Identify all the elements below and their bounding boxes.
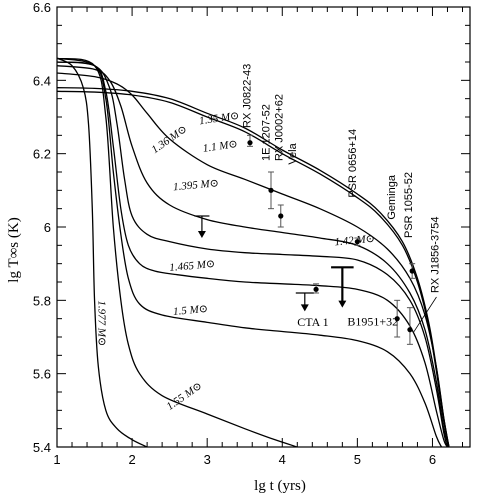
curve-1-395-m — [57, 65, 450, 447]
x-tick-label: 2 — [128, 452, 135, 467]
point-psr-1055-52 — [409, 268, 415, 274]
curve-label-1-465-m: 1.465 M⊙ — [169, 258, 216, 274]
point-geminga — [394, 316, 400, 322]
point-rx-j1856-3754 — [407, 327, 413, 333]
point-rx-j0002-62 — [278, 213, 284, 219]
x-tick-label: 4 — [279, 452, 286, 467]
upper-limits: B1951+32 — [194, 215, 398, 329]
point-rx-j0822-43 — [247, 140, 253, 146]
x-axis-label: lg t (yrs) — [254, 478, 306, 494]
curve-label-1-35-m: 1.35 M⊙ — [198, 110, 240, 128]
x-tick-label: 3 — [204, 452, 211, 467]
label-geminga: Geminga — [386, 174, 398, 220]
y-tick-label: 5.8 — [33, 293, 51, 308]
curve-1-55-m — [57, 57, 298, 447]
curve-1-36-m — [57, 72, 450, 447]
curve-1-42-m — [57, 61, 449, 447]
label-b1951-32: B1951+32 — [347, 315, 398, 329]
curve-1-465-m — [57, 61, 449, 447]
upper-limit-arrow-limit-2 — [300, 304, 309, 312]
y-tick-label: 6 — [44, 220, 51, 235]
curve-1-977-m — [57, 57, 148, 447]
y-tick-label: 6.4 — [33, 73, 51, 88]
y-tick-label: 6.6 — [33, 0, 51, 15]
leader-line-rx-j1856 — [413, 296, 437, 332]
curve-label-1-395-m: 1.395 M⊙ — [173, 177, 220, 193]
label-psr-1055-52: PSR 1055-52 — [403, 172, 415, 238]
axis-ticks: 1 2 3 4 5 6 5.4 5.6 5.8 6 6.2 6.4 6.6 — [33, 0, 470, 467]
curve-label-1-1-m: 1.1 M⊙ — [202, 138, 238, 155]
y-tick-label: 5.4 — [33, 440, 51, 455]
point-cta-1 — [313, 286, 319, 292]
curve-label-1-5-m: 1.5 M⊙ — [173, 303, 209, 318]
curve-label-1-42-m: 1.42 M⊙ — [334, 233, 375, 248]
curve-1-35-m — [57, 87, 450, 447]
curve-1-5-m — [57, 57, 443, 447]
x-tick-label: 1 — [53, 452, 60, 467]
y-axis-label: lg T∞s (K) — [6, 217, 22, 282]
curve-label-1-36-m: 1.36 M⊙ — [149, 123, 189, 156]
observations: RX J0822-43 1E 1207-52 RX J0002+62 Vela PSR … — [242, 64, 441, 345]
cooling-curves — [57, 57, 450, 447]
label-rx-j1856-3754: RX J1856-3754 — [429, 217, 441, 293]
upper-limit-arrow-b1951-32 — [338, 300, 347, 308]
label-1e-1207-52: 1E 1207-52 — [261, 104, 273, 161]
point-1e-1207-52 — [268, 187, 274, 193]
curve-label-1-977-m: 1.977 M⊙ — [95, 300, 107, 346]
label-rx-j0822-43: RX J0822-43 — [242, 64, 254, 128]
curve-1-1-m — [57, 90, 450, 447]
y-tick-label: 5.6 — [33, 367, 51, 382]
y-tick-label: 6.2 — [33, 147, 51, 162]
upper-limit-arrow-limit-0 — [197, 231, 206, 238]
label-psr-0656-14: PSR 0656+14 — [347, 129, 359, 198]
x-tick-label: 5 — [354, 452, 361, 467]
curve-label-1-55-m: 1.55 M⊙ — [164, 380, 204, 413]
x-tick-label: 6 — [429, 452, 436, 467]
label-cta-1: CTA 1 — [297, 315, 328, 329]
point-psr-0656-14 — [354, 239, 360, 245]
label-vela: Vela — [287, 142, 299, 164]
label-rx-j0002-62: RX J0002+62 — [273, 94, 285, 161]
